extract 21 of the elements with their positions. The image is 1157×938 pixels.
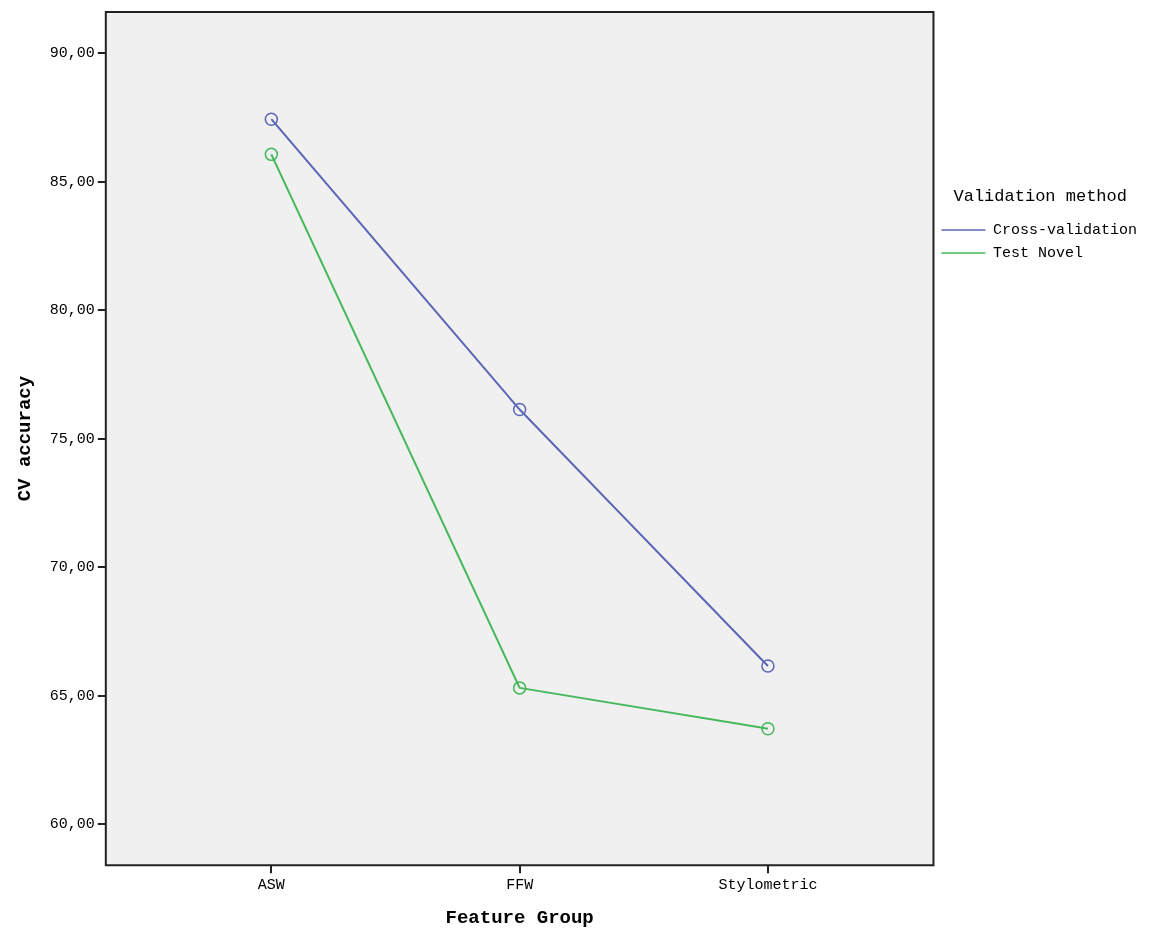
y-axis-title: CV accuracy bbox=[14, 375, 37, 502]
x-tick-label: FFW bbox=[506, 877, 534, 895]
y-tick-label: 90,00 bbox=[49, 45, 95, 63]
point bbox=[264, 112, 279, 126]
point bbox=[761, 721, 775, 736]
y-tick-label: 70,00 bbox=[49, 559, 95, 577]
point bbox=[264, 147, 279, 162]
point bbox=[761, 659, 775, 673]
y-tick-label: 65,00 bbox=[49, 687, 95, 705]
x-tick-label: Stylometric bbox=[718, 877, 818, 895]
point bbox=[512, 402, 527, 417]
legend-title: Validation method bbox=[953, 187, 1127, 206]
legend-label: Cross-validation bbox=[992, 221, 1138, 239]
y-tick-label: 85,00 bbox=[49, 173, 95, 191]
legend-label: Test Novel bbox=[992, 244, 1083, 262]
y-tick-label: 75,00 bbox=[49, 430, 95, 448]
y-tick-label: 80,00 bbox=[49, 302, 95, 320]
y-tick-label: 60,00 bbox=[49, 816, 95, 834]
x-tick-label: ASW bbox=[257, 877, 285, 895]
x-axis-title: Feature Group bbox=[445, 907, 594, 930]
point bbox=[512, 681, 527, 695]
